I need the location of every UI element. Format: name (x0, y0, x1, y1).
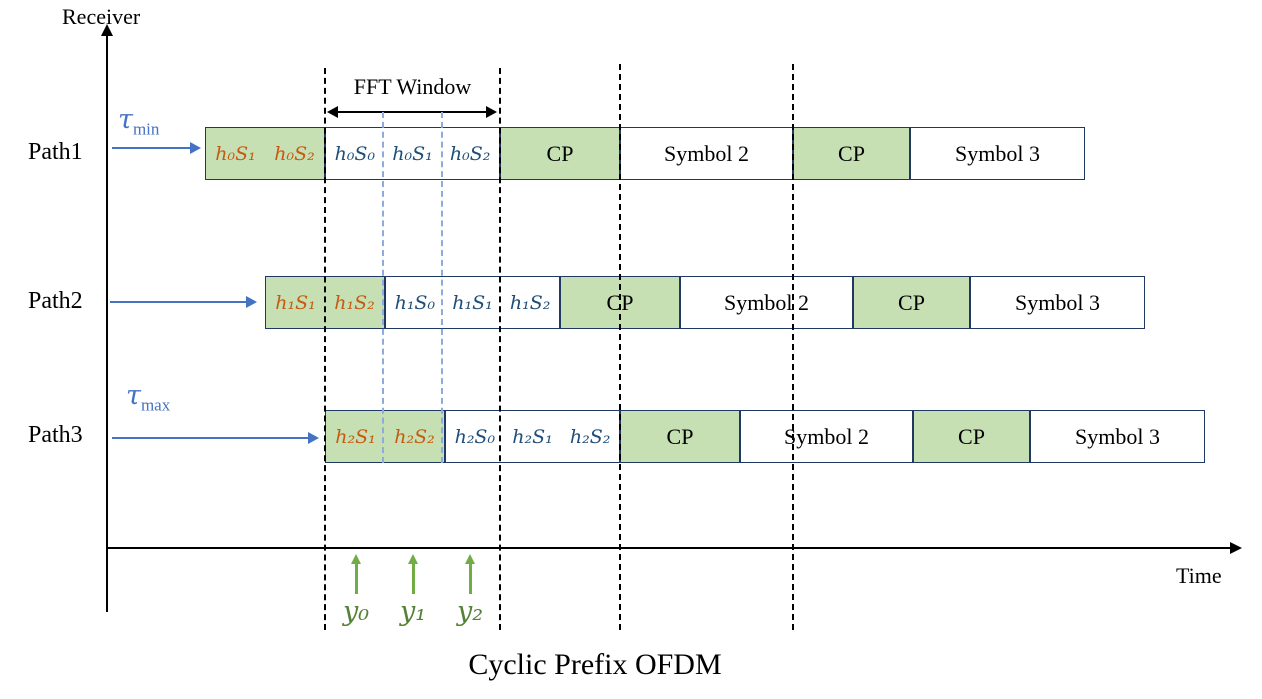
path2-data-label-3: h₁S₂ (509, 291, 551, 314)
sample-label-2: y₂ (456, 596, 484, 627)
sample-arrow-2-line (469, 562, 472, 594)
symbol-boundary-line-2 (792, 64, 794, 630)
path3-symbol2-label: Symbol 2 (784, 423, 869, 449)
path3-data-label-3: h₂S₂ (569, 425, 611, 448)
path3-cp2-block: CP (620, 410, 740, 463)
path1-cp3-block: CP (793, 127, 910, 180)
symbol-boundary-line-1 (619, 64, 621, 630)
path3-data-label-1: h₂S₀ (454, 425, 496, 448)
sample-label-0: y₀ (342, 596, 370, 627)
path3-echo-label-1: h₂S₁ (335, 425, 376, 448)
y-axis-line (106, 34, 108, 612)
path2-data-label-2: h₁S₁ (452, 291, 493, 314)
path1-fft-data-block: h₀S₀ h₀S₁ h₀S₂ (325, 127, 500, 180)
x-axis-arrowhead-icon (1230, 542, 1242, 554)
path2-echo-label-1: h₁S₁ (275, 291, 316, 314)
fft-window-start-line (324, 68, 326, 630)
fft-arrow-right-head-icon (486, 106, 497, 118)
path1-data-label-1: h₀S₀ (334, 142, 376, 165)
x-axis-line (106, 547, 1232, 549)
path3-fft-data-block: h₂S₀ h₂S₁ h₂S₂ (445, 410, 620, 463)
path2-symbol2-label: Symbol 2 (724, 289, 809, 315)
path1-data-label-2: h₀S₁ (392, 142, 433, 165)
path3-symbol3-block: Symbol 3 (1030, 410, 1205, 463)
sample-guide-line-2 (441, 112, 443, 463)
tau-min-label: τmin (118, 104, 159, 139)
path3-echo-label-2: h₂S₂ (394, 425, 435, 448)
tau-max-symbol: τ (126, 380, 141, 411)
path3-cp2-label: CP (666, 423, 694, 449)
fft-window-end-line (499, 68, 501, 630)
path3-delay-arrow-line (112, 437, 310, 439)
path2-symbol3-block: Symbol 3 (970, 276, 1145, 329)
path1-echo-label-1: h₀S₁ (215, 142, 256, 165)
path1-delay-arrowhead-icon (190, 142, 201, 154)
path3-symbol3-label: Symbol 3 (1075, 423, 1160, 449)
path3-cp3-block: CP (913, 410, 1030, 463)
path3-cp3-label: CP (958, 423, 985, 449)
sample-label-1: y₁ (399, 596, 427, 627)
path1-symbol3-label: Symbol 3 (955, 140, 1040, 166)
path2-delay-arrowhead-icon (246, 296, 257, 308)
path1-cp3-label: CP (838, 140, 865, 166)
path2-cp3-block: CP (853, 276, 970, 329)
fft-arrow-line (337, 111, 487, 113)
path3-echo-cp-block: h₂S₁ h₂S₂ (325, 410, 445, 463)
path3-delay-arrowhead-icon (308, 432, 319, 444)
sample-arrow-1-line (412, 562, 415, 594)
path2-symbol3-label: Symbol 3 (1015, 289, 1100, 315)
fft-arrow-left-head-icon (327, 106, 338, 118)
path1-symbol3-block: Symbol 3 (910, 127, 1085, 180)
path1-symbol2-label: Symbol 2 (664, 140, 749, 166)
sample-arrowhead-0-icon (351, 554, 361, 564)
path1-symbol2-block: Symbol 2 (620, 127, 793, 180)
path1-label: Path1 (28, 139, 83, 165)
path3-data-label-2: h₂S₁ (512, 425, 553, 448)
sample-arrowhead-2-icon (465, 554, 475, 564)
path2-fft-data-block: h₁S₀ h₁S₁ h₁S₂ (385, 276, 560, 329)
path2-symbol2-block: Symbol 2 (680, 276, 853, 329)
path1-echo-label-2: h₀S₂ (274, 142, 315, 165)
path2-data-label-1: h₁S₀ (394, 291, 436, 314)
fft-window-label: FFT Window (353, 74, 472, 99)
tau-min-subscript: min (132, 119, 160, 139)
sample-arrowhead-1-icon (408, 554, 418, 564)
sample-arrow-0-line (355, 562, 358, 594)
sample-guide-line-1 (382, 112, 384, 463)
path3-label: Path3 (28, 422, 83, 448)
tau-max-subscript: max (140, 395, 171, 415)
diagram-title: Cyclic Prefix OFDM (468, 648, 722, 681)
path1-delay-arrow-line (112, 147, 192, 149)
path3-symbol2-block: Symbol 2 (740, 410, 913, 463)
path2-echo-label-2: h₁S₂ (334, 291, 375, 314)
y-axis-arrowhead-icon (101, 24, 113, 36)
tau-max-label: τmax (126, 380, 170, 415)
path1-cp2-label: CP (546, 140, 574, 166)
tau-min-symbol: τ (118, 104, 133, 135)
x-axis-label: Time (1176, 563, 1222, 588)
path1-cp2-block: CP (500, 127, 620, 180)
path2-label: Path2 (28, 288, 83, 314)
path2-cp3-label: CP (898, 289, 925, 315)
path1-data-label-3: h₀S₂ (449, 142, 491, 165)
path1-echo-cp-block: h₀S₁ h₀S₂ (205, 127, 325, 180)
path2-delay-arrow-line (110, 301, 248, 303)
